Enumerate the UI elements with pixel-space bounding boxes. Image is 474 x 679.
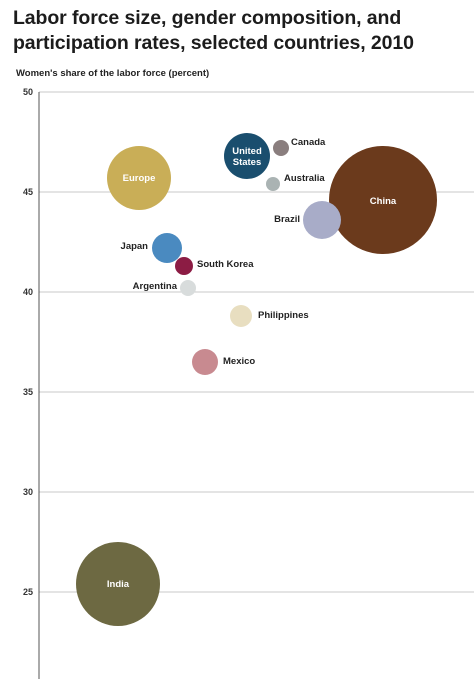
y-tick-label-25: 25 — [23, 587, 33, 597]
bubble-japan — [152, 233, 182, 263]
y-tick-label-30: 30 — [23, 487, 33, 497]
bubble-label-united-states: United States — [232, 146, 262, 168]
y-tick-label-45: 45 — [23, 187, 33, 197]
bubble-label-argentina: Argentina — [133, 281, 178, 292]
y-axis-label: Women's share of the labor force (percen… — [16, 68, 210, 79]
bubble-canada — [273, 140, 289, 156]
bubble-south-korea — [175, 257, 193, 275]
bubble-united-states — [224, 133, 270, 179]
bubble-label-philippines: Philippines — [258, 310, 309, 321]
y-tick-label-50: 50 — [23, 87, 33, 97]
bubble-label-canada: Canada — [291, 137, 326, 148]
bubble-label-south-korea: South Korea — [197, 259, 254, 270]
y-tick-label-35: 35 — [23, 387, 33, 397]
bubble-label-europe: Europe — [123, 173, 156, 184]
bubble-label-brazil: Brazil — [274, 214, 300, 225]
bubble-brazil — [303, 201, 341, 239]
bubble-label-japan: Japan — [121, 241, 149, 252]
bubble-china — [329, 146, 437, 254]
bubble-argentina — [180, 280, 196, 296]
bubble-philippines — [230, 305, 252, 327]
bubble-label-australia: Australia — [284, 173, 325, 184]
bubble-australia — [266, 177, 280, 191]
bubble-label-india: India — [107, 579, 130, 590]
chart-title: Labor force size, gender composition, an… — [13, 7, 414, 54]
bubble-mexico — [192, 349, 218, 375]
bubble-europe — [107, 146, 171, 210]
bubble-label-mexico: Mexico — [223, 356, 255, 367]
bubble-label-china: China — [370, 196, 397, 207]
bubble-india — [76, 542, 160, 626]
y-tick-label-40: 40 — [23, 287, 33, 297]
